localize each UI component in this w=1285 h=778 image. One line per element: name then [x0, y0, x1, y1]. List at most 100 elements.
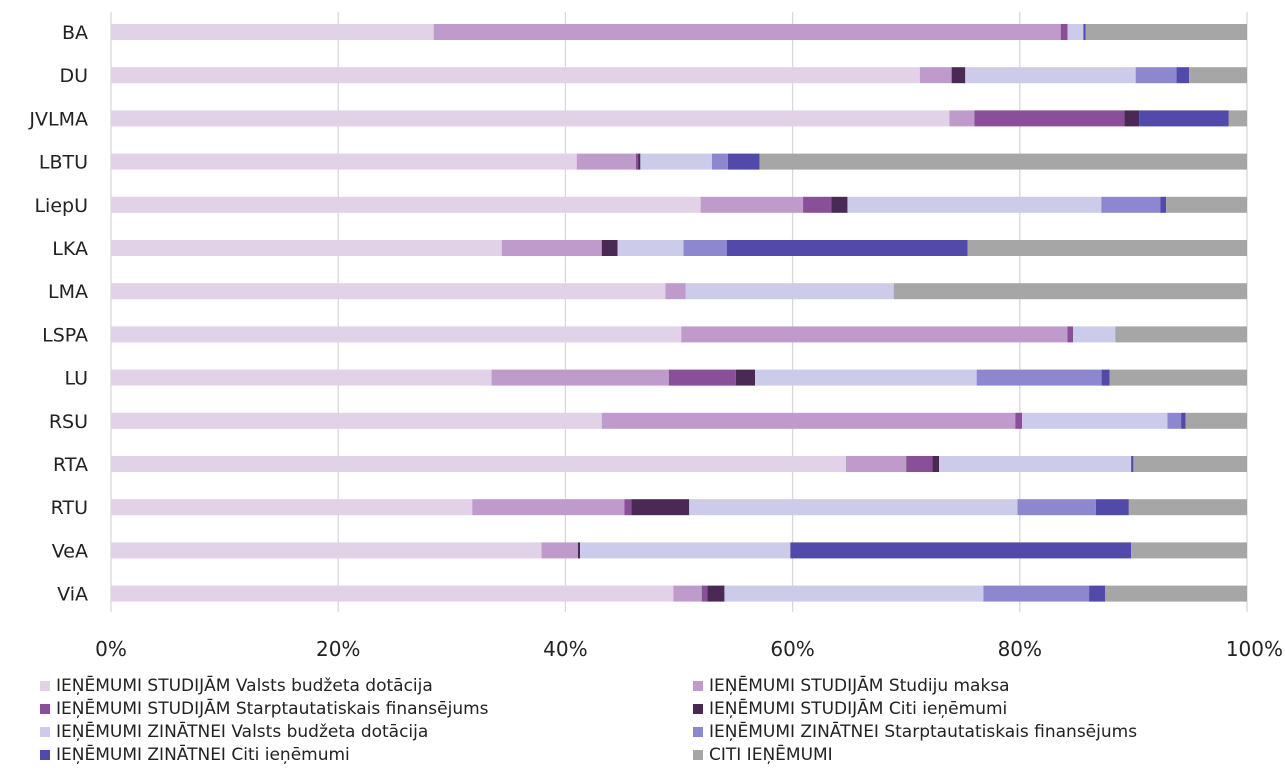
bar-segment: [919, 67, 952, 84]
bar-segment: [1167, 412, 1182, 429]
bar-segment: [1133, 456, 1247, 472]
bars: [111, 24, 1247, 602]
bar-segment: [1135, 67, 1177, 84]
bar-segment: [501, 240, 602, 256]
gridlines: [110, 12, 1248, 612]
bar-segment: [845, 456, 907, 472]
bar-segment: [1176, 67, 1190, 84]
bar-segment: [111, 412, 602, 429]
legend-label: IEŅĒMUMI STUDIJĀM Citi ieņēmumi: [709, 697, 1007, 719]
legend-swatch: [693, 704, 703, 714]
category-label: JVLMA: [28, 108, 88, 130]
legend-swatch: [40, 750, 50, 760]
bar-segment: [1181, 412, 1186, 429]
bar-segment: [635, 153, 639, 170]
bar-segment: [1166, 196, 1247, 213]
bar-segment: [1101, 369, 1110, 386]
legend-label: IEŅĒMUMI ZINĀTNEI Starptautatiskais fina…: [709, 720, 1137, 742]
bar-segment: [1185, 412, 1247, 429]
legend-label: IEŅĒMUMI STUDIJĀM Studiju maksa: [709, 674, 1010, 696]
category-labels: BA DU JVLMA LBTU LiepU LKA LMA LSPA LU RSU RTA RTU V…: [28, 22, 88, 606]
legend-label: IEŅĒMUMI ZINĀTNEI Citi ieņēmumi: [56, 743, 350, 765]
bar-segment: [949, 110, 975, 127]
bar-segment: [685, 283, 894, 300]
bar-segment: [673, 585, 702, 602]
bar-segment: [111, 369, 492, 386]
bar-segment: [111, 196, 701, 213]
bar-segment: [759, 153, 1247, 170]
bar-segment: [1160, 196, 1167, 213]
bar-segment: [1067, 24, 1084, 40]
category-label: LSPA: [42, 324, 88, 346]
bar-segment: [1109, 369, 1247, 386]
legend-swatch: [40, 727, 50, 737]
legend-swatch: [693, 727, 703, 737]
bar-segment: [711, 153, 728, 170]
legend-swatch: [693, 681, 703, 691]
bar-segment: [665, 283, 686, 300]
category-label: LMA: [48, 281, 88, 303]
bar-segment: [1015, 412, 1023, 429]
bar-segment: [932, 456, 940, 472]
bar-segment: [803, 196, 832, 213]
bar-segment: [707, 585, 725, 602]
category-label: BA: [62, 22, 88, 44]
bar-segment: [755, 369, 977, 386]
bar-segment: [111, 585, 674, 602]
bar-segment: [111, 24, 434, 40]
bar-segment: [472, 499, 625, 516]
bar-segment: [111, 67, 920, 84]
bar-segment: [617, 240, 684, 256]
bar-segment: [1131, 456, 1134, 472]
bar-segment: [1073, 326, 1116, 343]
bar-segment: [983, 585, 1090, 602]
bar-segment: [939, 456, 1132, 472]
bar-segment: [1083, 24, 1086, 40]
legend-swatch: [40, 681, 50, 691]
bar-segment: [631, 499, 690, 516]
bar-segment: [726, 240, 968, 256]
bar-segment: [433, 24, 1061, 40]
legend-label: IEŅĒMUMI STUDIJĀM Valsts budžeta dotācij…: [56, 674, 433, 696]
bar-segment: [974, 110, 1125, 127]
category-label: DU: [59, 65, 88, 87]
bar-segment: [640, 153, 712, 170]
bar-segment: [576, 153, 636, 170]
bar-segment: [601, 412, 1016, 429]
bar-segment: [1022, 412, 1168, 429]
bar-segment: [1017, 499, 1096, 516]
x-axis-tick-labels: 0% 20% 40% 60% 80% 100%: [95, 637, 1283, 661]
x-tick-label: 60%: [770, 637, 814, 661]
bar-segment: [1131, 542, 1247, 559]
legend-label: IEŅĒMUMI STUDIJĀM Starptautatiskais fina…: [56, 697, 489, 719]
bar-segment: [1189, 67, 1247, 84]
bar-segment: [1228, 110, 1247, 127]
category-label: RSU: [49, 411, 88, 433]
bar-segment: [735, 369, 756, 386]
category-label: RTA: [53, 454, 88, 476]
bar-segment: [967, 240, 1247, 256]
bar-segment: [111, 240, 502, 256]
legend-label: CITI IEŅĒMUMI: [709, 743, 833, 765]
bar-segment: [681, 326, 1068, 343]
bar-segment: [701, 585, 708, 602]
bar-segment: [1128, 499, 1247, 516]
bar-segment: [111, 153, 577, 170]
category-label: ViA: [57, 584, 88, 606]
legend-label: IEŅĒMUMI ZINĀTNEI Valsts budžeta dotācij…: [56, 720, 428, 742]
bar-segment: [1067, 326, 1074, 343]
bar-segment: [965, 67, 1136, 84]
bar-segment: [1085, 24, 1247, 40]
bar-segment: [1115, 326, 1247, 343]
category-label: LiepU: [34, 195, 88, 217]
x-tick-label: 20%: [316, 637, 360, 661]
category-label: LU: [64, 368, 88, 390]
bar-segment: [700, 196, 804, 213]
category-label: LKA: [52, 238, 88, 260]
bar-segment: [541, 542, 578, 559]
bar-segment: [111, 456, 846, 472]
bar-segment: [689, 499, 1018, 516]
bar-segment: [1139, 110, 1229, 127]
bar-segment: [668, 369, 736, 386]
